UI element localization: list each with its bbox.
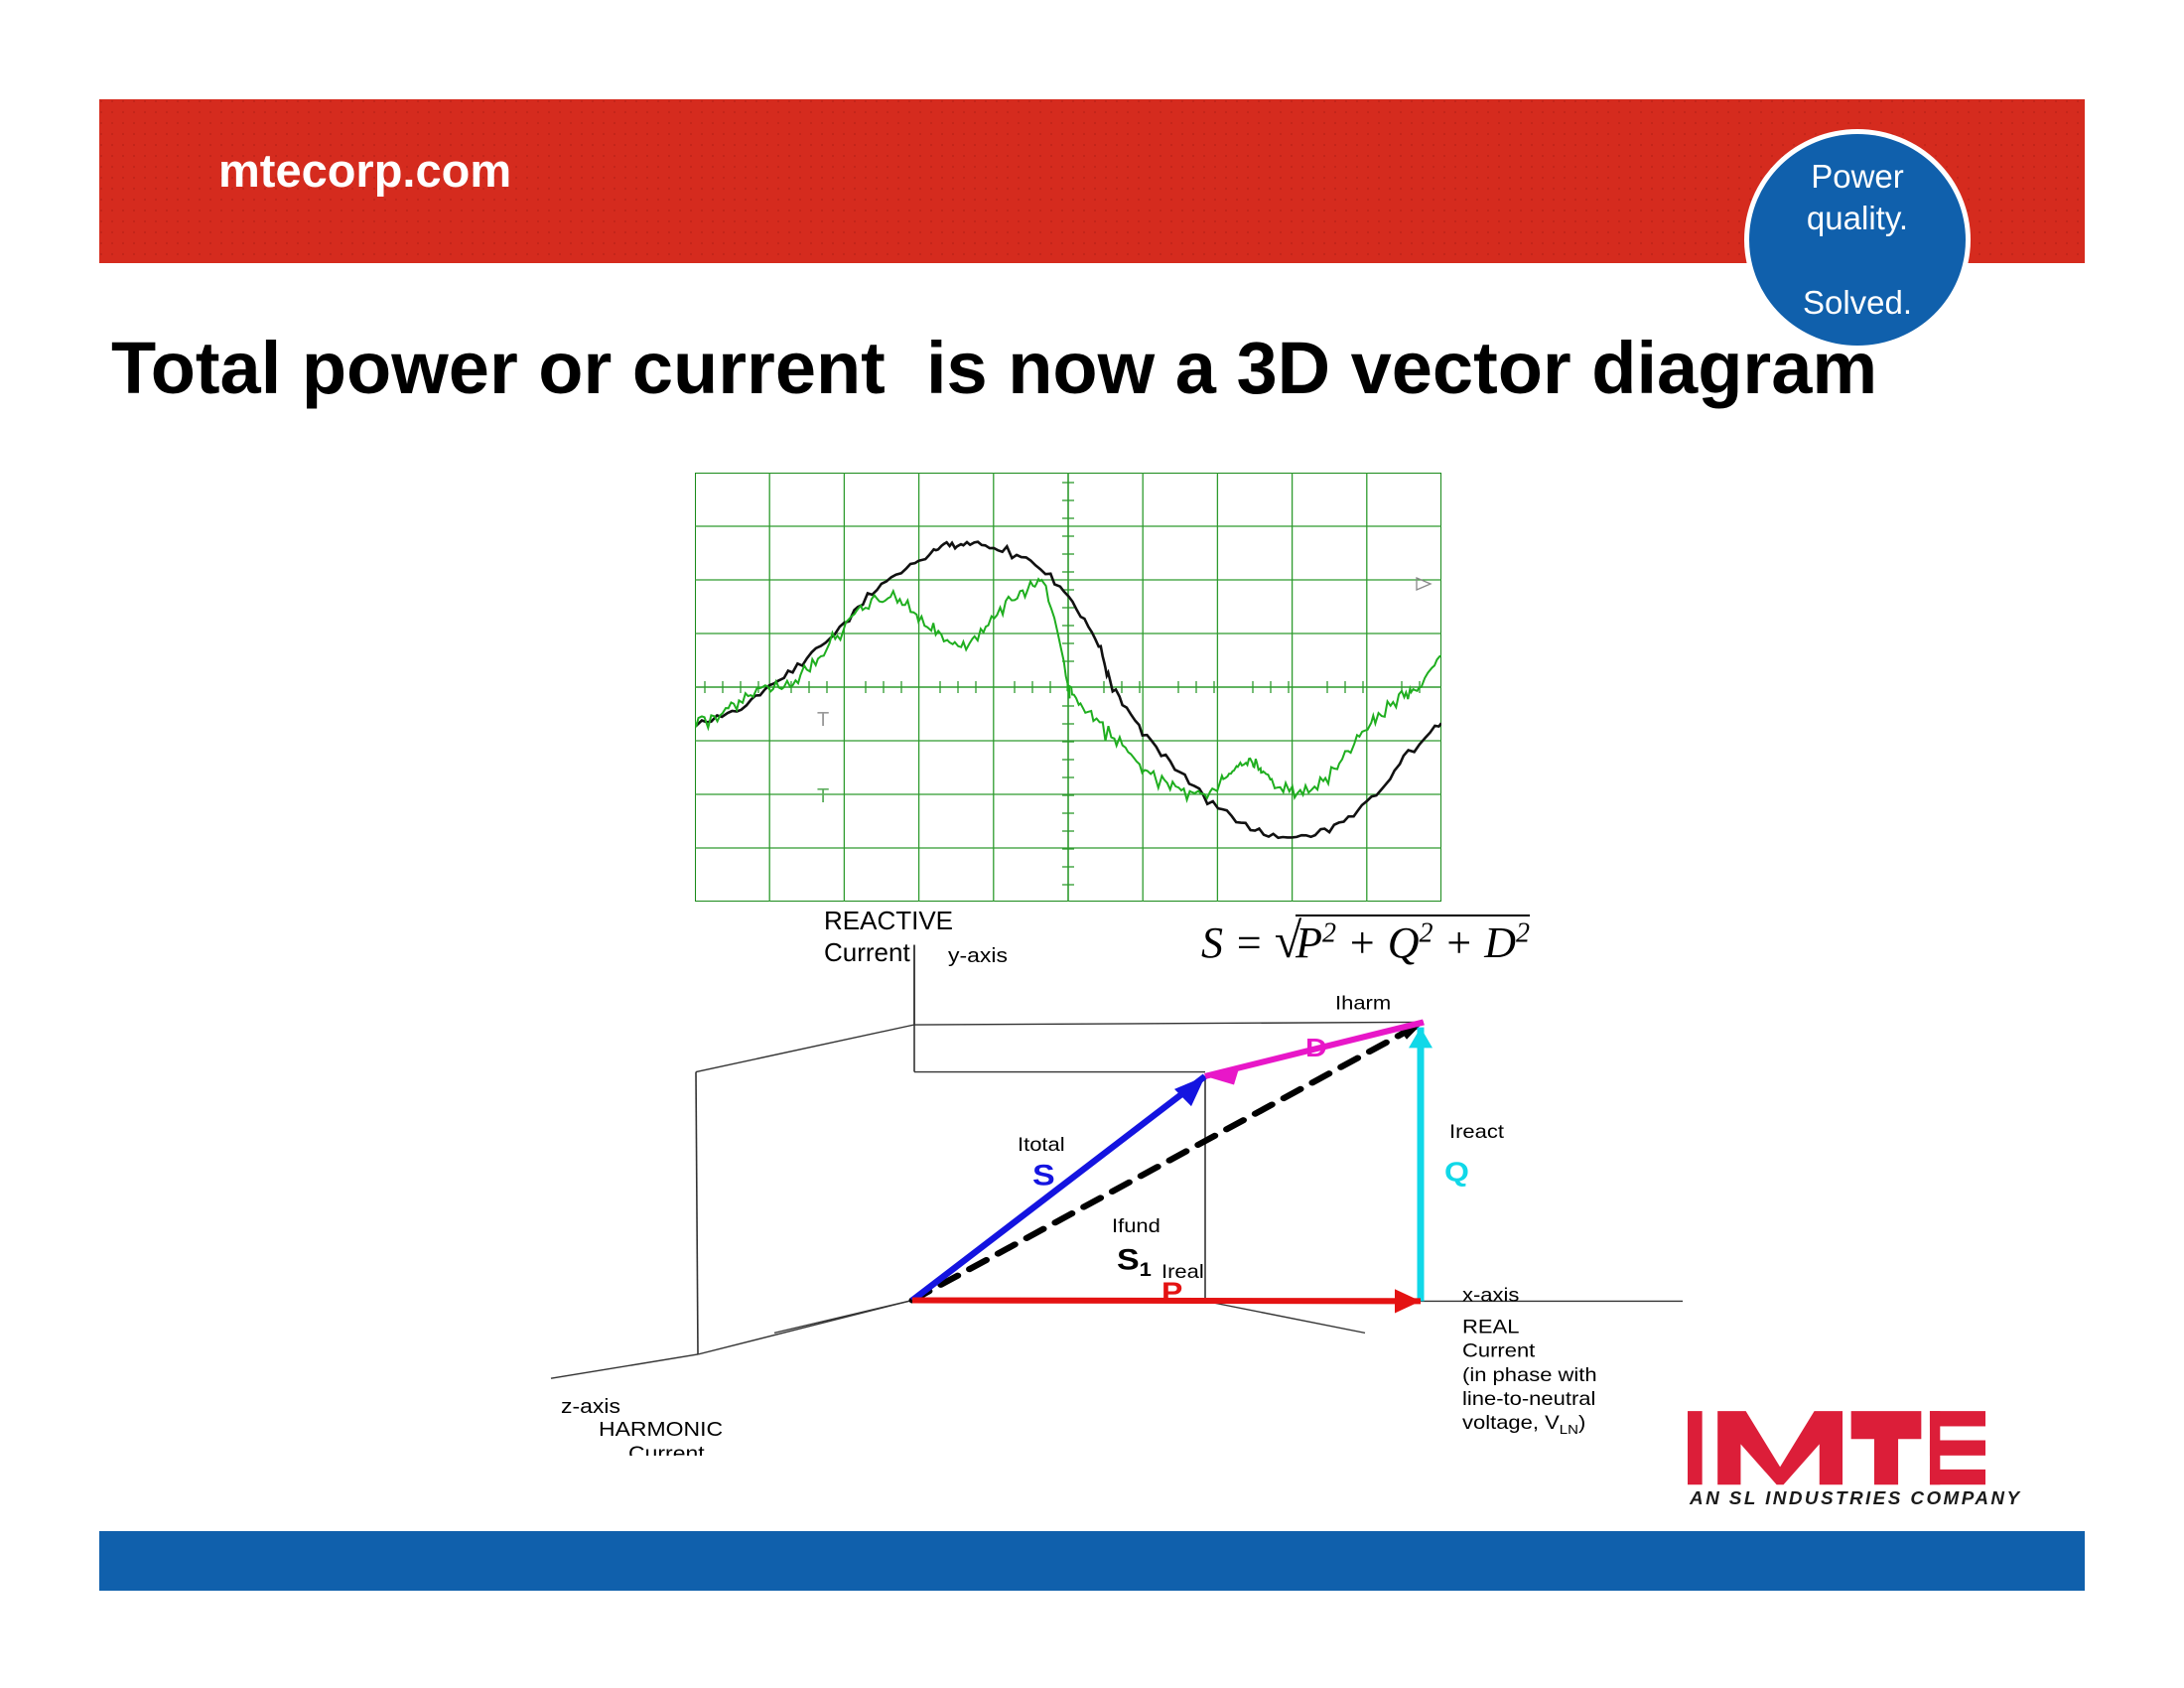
svg-text:Current: Current [1462,1340,1536,1361]
svg-text:line-to-neutral: line-to-neutral [1462,1388,1595,1409]
svg-text:Ireact: Ireact [1449,1121,1504,1142]
svg-text:REAL: REAL [1462,1317,1519,1337]
svg-text:voltage, VLN): voltage, VLN) [1462,1413,1585,1437]
svg-text:D: D [1305,1034,1327,1062]
svg-text:S: S [1032,1159,1055,1192]
svg-text:P: P [1161,1277,1182,1308]
svg-text:Itotal: Itotal [1018,1134,1065,1155]
svg-text:T: T [817,785,829,807]
svg-text:S1: S1 [1117,1243,1152,1281]
svg-text:Iharm: Iharm [1335,993,1391,1014]
svg-text:(in phase with: (in phase with [1462,1364,1597,1385]
svg-text:HARMONIC: HARMONIC [599,1419,723,1441]
svg-text:x-axis: x-axis [1462,1285,1519,1306]
svg-text:Ifund: Ifund [1112,1216,1160,1237]
svg-text:z-axis: z-axis [561,1395,620,1417]
svg-text:Current: Current [628,1443,705,1456]
svg-text:y-axis: y-axis [948,944,1008,966]
svg-text:T: T [817,709,829,731]
svg-text:Q: Q [1444,1157,1469,1188]
